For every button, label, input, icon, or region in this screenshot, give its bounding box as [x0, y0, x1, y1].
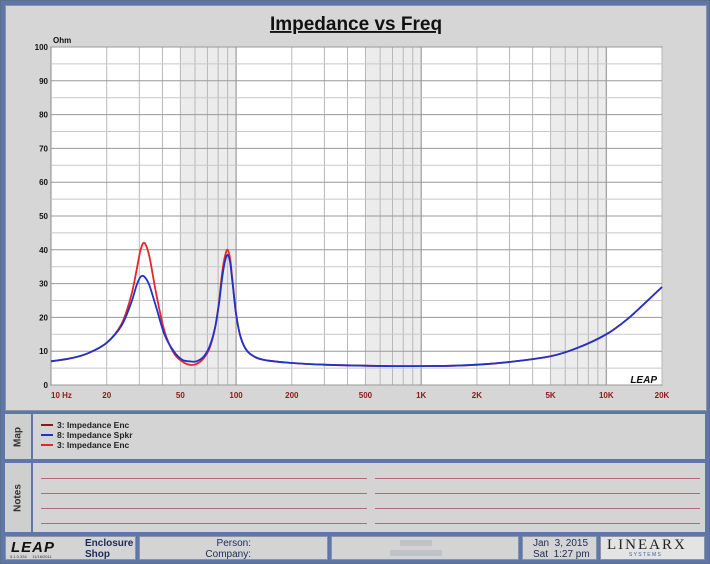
y-tick-label: 80	[39, 111, 48, 120]
note-line[interactable]	[375, 478, 700, 479]
module-name-line2: Shop	[85, 549, 110, 560]
note-line[interactable]	[41, 523, 367, 524]
map-panel: Map 3: Impedance Enc 8: Impedance Spkr 3…	[5, 414, 705, 459]
leap-watermark: LEAP	[630, 375, 657, 386]
notes-panel: Notes	[5, 463, 705, 532]
map-tab[interactable]: Map	[5, 414, 33, 459]
chart-panel: Impedance vs Freq Ohm 10 Hz 20 50 100 200 500…	[5, 5, 707, 411]
footer-redacted-info	[331, 536, 519, 560]
module-name-line1: Enclosure	[85, 538, 134, 549]
linearx-logo: LINEARX	[607, 537, 687, 553]
chart-title: Impedance vs Freq	[270, 14, 442, 35]
y-tick-label: 100	[35, 43, 49, 52]
date-text: Jan 3, 2015	[533, 538, 589, 549]
map-item-label: 3: Impedance Enc	[57, 440, 130, 450]
footer-bar: LEAP 5.1.0.334 11/16/2011 Enclosure Shop…	[5, 536, 705, 560]
x-tick-label: 10 Hz	[51, 391, 72, 400]
y-tick-label: 20	[39, 313, 48, 322]
x-tick-label: 2K	[472, 391, 482, 400]
systems-label: S Y S T E M S	[629, 552, 661, 558]
note-line[interactable]	[375, 493, 700, 494]
map-item[interactable]: 3: Impedance Enc	[41, 440, 133, 450]
leap-logo: LEAP	[11, 539, 56, 556]
legend-swatch	[41, 434, 53, 436]
map-legend: 3: Impedance Enc 8: Impedance Spkr 3: Im…	[41, 420, 133, 450]
map-item[interactable]: 8: Impedance Spkr	[41, 430, 133, 440]
x-tick-label: 10K	[599, 391, 614, 400]
note-line[interactable]	[375, 508, 700, 509]
notes-tab[interactable]: Notes	[5, 463, 33, 532]
company-label: Company:	[205, 549, 251, 560]
impedance-chart: Impedance vs Freq Ohm 10 Hz 20 50 100 200 500…	[35, 14, 670, 400]
footer-person-company: Person: Company:	[139, 536, 328, 560]
legend-swatch	[41, 424, 53, 426]
y-tick-label: 0	[44, 381, 49, 390]
y-tick-label: 40	[39, 246, 48, 255]
y-tick-label: 90	[39, 77, 48, 86]
note-line[interactable]	[375, 523, 700, 524]
x-tick-label: 20	[102, 391, 111, 400]
y-tick-label: 50	[39, 212, 48, 221]
map-item-label: 8: Impedance Spkr	[57, 430, 133, 440]
y-tick-label: 70	[39, 144, 48, 153]
x-tick-label: 50	[176, 391, 185, 400]
note-line[interactable]	[41, 508, 367, 509]
y-tick-label: 30	[39, 280, 48, 289]
note-line[interactable]	[41, 478, 367, 479]
redacted-block	[390, 550, 442, 556]
map-item-label: 3: Impedance Enc	[57, 420, 130, 430]
footer-datetime: Jan 3, 2015 Sat 1:27 pm	[522, 536, 597, 560]
x-tick-label: 5K	[545, 391, 555, 400]
x-tick-label: 500	[359, 391, 373, 400]
x-tick-label: 1K	[416, 391, 426, 400]
y-axis-label: Ohm	[53, 36, 71, 45]
y-tick-label: 60	[39, 178, 48, 187]
redacted-block	[400, 540, 432, 546]
x-tick-label: 100	[229, 391, 243, 400]
map-item[interactable]: 3: Impedance Enc	[41, 420, 133, 430]
footer-product: LEAP 5.1.0.334 11/16/2011 Enclosure Shop	[5, 536, 136, 560]
x-tick-label: 20K	[655, 391, 670, 400]
note-line[interactable]	[41, 493, 367, 494]
time-text: Sat 1:27 pm	[533, 549, 590, 560]
person-label: Person:	[216, 538, 251, 549]
footer-brand: LINEARX S Y S T E M S	[600, 536, 705, 560]
version-text: 5.1.0.334 11/16/2011	[10, 554, 52, 559]
y-tick-label: 10	[39, 347, 48, 356]
x-tick-label: 200	[285, 391, 299, 400]
legend-swatch	[41, 444, 53, 446]
series-line	[50, 254, 663, 367]
